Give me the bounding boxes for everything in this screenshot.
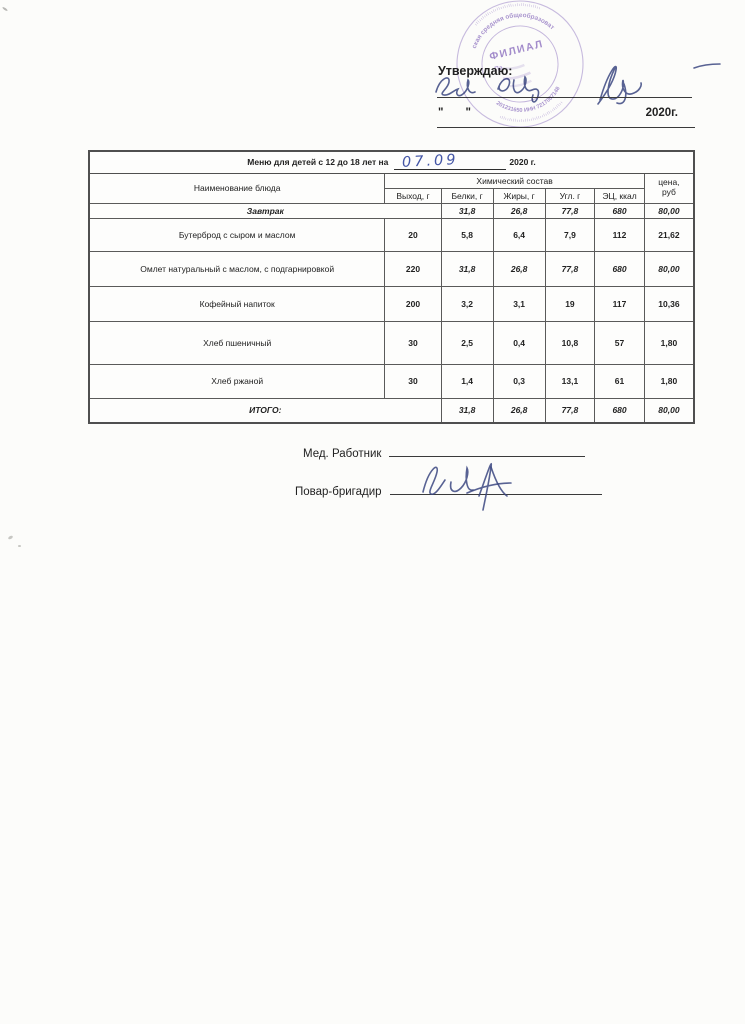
med-worker-signature-row: Мед. Работник xyxy=(303,448,586,460)
approval-year: 2020г. xyxy=(645,107,678,119)
dish-row: Кофейный напиток 200 3,2 3,1 19 117 10,3… xyxy=(88,285,695,322)
med-worker-label: Мед. Работник xyxy=(303,448,382,460)
col-header-energy: ЭЦ, ккал xyxy=(594,187,645,204)
quote-close: " xyxy=(465,107,471,119)
stamp-ring-bottom-text: 201231650 ИНН 7217007148 xyxy=(494,85,565,121)
header-row-1: Наименование блюда Химический состав цен… xyxy=(88,172,695,204)
value-cell: 112 xyxy=(594,217,645,252)
value-cell: 80,00 xyxy=(643,397,695,424)
cook-signature-line xyxy=(389,494,602,495)
col-header-proteins: Белки, г xyxy=(440,187,494,204)
svg-text:201231650 ИНН 7217007148: 201231650 ИНН 7217007148 xyxy=(494,85,565,121)
col-header-dish-name: Наименование блюда xyxy=(88,172,386,204)
dish-row: Хлеб пшеничный 30 2,5 0,4 10,8 57 1,80 xyxy=(88,320,695,365)
stamp-microtext-bottom: ıllıılıllıılıllıılıllıılıllıılıllıı xyxy=(498,99,567,130)
stamp-center-text: ФИЛИАЛ xyxy=(488,38,545,63)
value-cell: 77,8 xyxy=(544,202,596,219)
value-cell: 26,8 xyxy=(492,397,546,424)
value-cell: 6,4 xyxy=(492,217,546,252)
value-cell: 5,8 xyxy=(440,217,494,252)
value-cell: 680 xyxy=(594,250,645,287)
approval-date-row: " " 2020г. xyxy=(438,105,692,121)
menu-title-suffix: 2020 г. xyxy=(509,157,536,168)
value-cell: 31,8 xyxy=(440,397,494,424)
scan-speck xyxy=(1,6,9,12)
quote-open: " xyxy=(438,107,444,119)
menu-title-prefix: Меню для детей с 12 до 18 лет на xyxy=(247,157,389,168)
value-cell: 13,1 xyxy=(544,363,596,399)
approval-signature-line xyxy=(437,97,692,98)
cook-label: Повар-бригадир xyxy=(295,486,382,498)
value-cell: 77,8 xyxy=(544,397,596,424)
value-cell: 31,8 xyxy=(440,250,494,287)
value-cell: 80,00 xyxy=(643,250,695,287)
header-row-2: Выход, г Белки, г Жиры, г Угл. г ЭЦ, кка… xyxy=(89,187,694,204)
col-header-fats: Жиры, г xyxy=(492,187,546,204)
value-cell: 77,8 xyxy=(544,250,596,287)
value-cell: 3,1 xyxy=(492,285,546,322)
value-cell: 10,36 xyxy=(643,285,695,322)
dish-name-cell: Кофейный напиток xyxy=(88,285,386,322)
handwritten-date: 07.09 xyxy=(402,152,460,172)
med-worker-signature-line xyxy=(389,456,586,457)
dish-name-cell: Бутерброд с сыром и маслом xyxy=(88,217,386,252)
stamp-fragment-text: Па xyxy=(494,64,504,73)
value-cell: 57 xyxy=(594,320,645,365)
value-cell: 21,62 xyxy=(643,217,695,252)
scan-speck xyxy=(18,545,21,547)
value-cell: 680 xyxy=(594,397,645,424)
value-cell: 7,9 xyxy=(544,217,596,252)
cook-signature-row: Повар-бригадир xyxy=(295,462,602,511)
approval-date-line xyxy=(437,127,695,128)
value-cell: 200 xyxy=(384,285,442,322)
value-cell: 117 xyxy=(594,285,645,322)
total-row: ИТОГО: 31,8 26,8 77,8 680 80,00 xyxy=(88,397,695,424)
dish-name-cell: Омлет натуральный с маслом, с подгарниро… xyxy=(88,250,386,287)
value-cell: 0,4 xyxy=(492,320,546,365)
section-name: Завтрак xyxy=(88,202,442,219)
value-cell: 1,4 xyxy=(440,363,494,399)
dish-name-cell: Хлеб ржаной xyxy=(88,363,386,399)
price-header-line2: руб xyxy=(661,187,676,197)
value-cell: 26,8 xyxy=(492,250,546,287)
stamp-inner-circle xyxy=(481,25,559,103)
value-cell: 2,5 xyxy=(440,320,494,365)
date-underline: 07.09 xyxy=(394,152,507,171)
value-cell: 3,2 xyxy=(440,285,494,322)
scan-speck xyxy=(7,534,14,541)
value-cell: 80,00 xyxy=(643,202,695,219)
dish-row: Хлеб ржаной 30 1,4 0,3 13,1 61 1,80 xyxy=(88,363,695,399)
value-cell: 1,80 xyxy=(643,363,695,399)
value-cell: 0,3 xyxy=(492,363,546,399)
value-cell: 19 xyxy=(544,285,596,322)
round-stamp: ıllıılıllıılıllıılıllıılıllıılıllıı ıllı… xyxy=(456,0,584,130)
value-cell: 680 xyxy=(594,202,645,219)
col-header-output: Выход, г xyxy=(384,187,442,204)
value-cell: 31,8 xyxy=(440,202,494,219)
price-header-line1: цена, xyxy=(658,177,680,188)
menu-table: Меню для детей с 12 до 18 лет на 07.09 2… xyxy=(88,150,695,424)
dish-name-cell: Хлеб пшеничный xyxy=(88,320,386,365)
section-row-breakfast: Завтрак 31,8 26,8 77,8 680 80,00 xyxy=(88,202,695,219)
col-header-chemical-group: Химический состав xyxy=(384,172,645,189)
value-cell: 26,8 xyxy=(492,202,546,219)
table-title-cell: Меню для детей с 12 до 18 лет на 07.09 2… xyxy=(88,150,695,174)
value-cell: 61 xyxy=(594,363,645,399)
value-cell: 10,8 xyxy=(544,320,596,365)
cook-signature xyxy=(422,462,512,511)
svg-text:ıllıılıllıılıllıılıllıılıllııl: ıllıılıllıılıllıılıllıılıllıılıllıı xyxy=(498,99,567,130)
col-header-price: цена, руб xyxy=(643,172,695,204)
col-header-carbs: Угл. г xyxy=(544,187,596,204)
dish-row: Омлет натуральный с маслом, с подгарниро… xyxy=(88,250,695,287)
value-cell: 1,80 xyxy=(643,320,695,365)
dish-row: Бутерброд с сыром и маслом 20 5,8 6,4 7,… xyxy=(88,217,695,252)
value-cell: 20 xyxy=(384,217,442,252)
stamp-outer-circle xyxy=(456,0,584,128)
value-cell: 30 xyxy=(384,363,442,399)
value-cell: 220 xyxy=(384,250,442,287)
value-cell: 30 xyxy=(384,320,442,365)
table-title-row: Меню для детей с 12 до 18 лет на 07.09 2… xyxy=(88,150,695,174)
total-label: ИТОГО: xyxy=(88,397,442,424)
